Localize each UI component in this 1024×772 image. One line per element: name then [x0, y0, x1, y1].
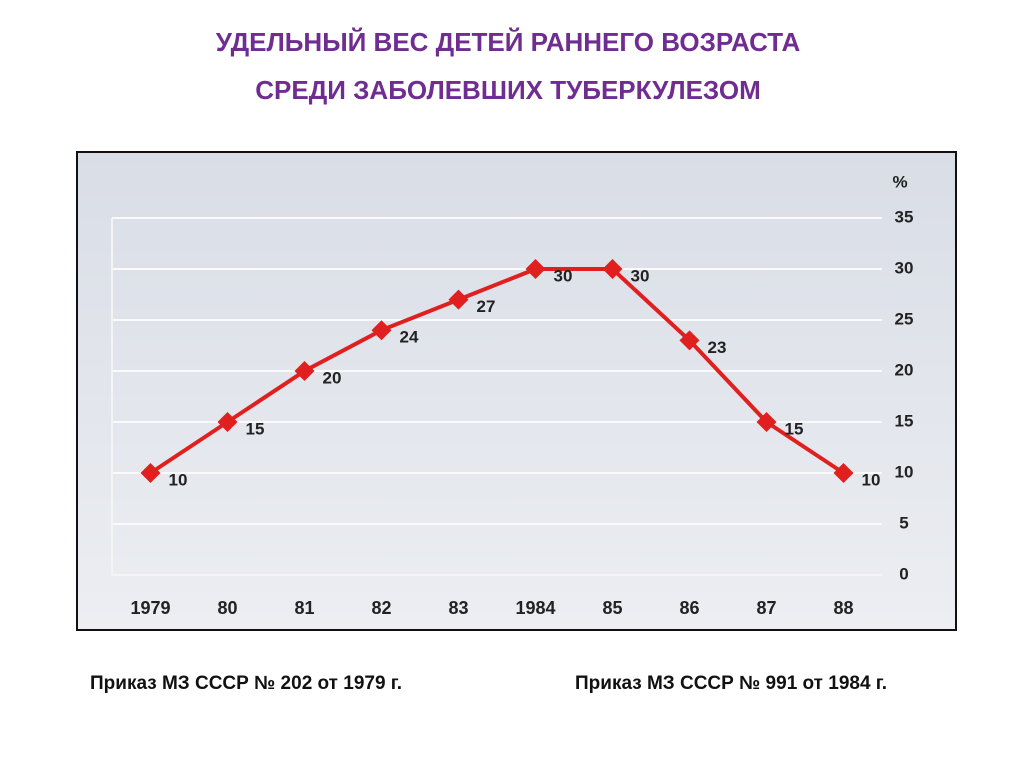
x-tick-label: 87: [756, 598, 776, 618]
data-label: 23: [708, 338, 727, 357]
data-label: 24: [400, 328, 419, 347]
y-tick-label: 0: [899, 564, 908, 583]
x-tick-label: 80: [217, 598, 237, 618]
x-tick-label: 1984: [515, 598, 555, 618]
x-tick-label: 83: [448, 598, 468, 618]
data-marker: [833, 463, 854, 483]
data-marker: [679, 330, 700, 351]
y-axis-label: %: [892, 172, 907, 191]
data-label: 30: [554, 266, 573, 285]
x-tick-label: 86: [679, 598, 699, 618]
title-line: СРЕДИ ЗАБОЛЕВШИХ ТУБЕРКУЛЕЗОМ: [255, 75, 761, 105]
y-tick-label: 20: [895, 360, 914, 379]
y-tick-label: 25: [895, 309, 914, 328]
x-tick-label: 82: [371, 598, 391, 618]
y-tick-label: 30: [895, 258, 914, 277]
chart-frame: [76, 151, 957, 631]
data-marker: [525, 259, 546, 279]
data-label: 10: [862, 470, 881, 489]
note: Приказ МЗ СССР № 202 от 1979 г.: [90, 673, 402, 694]
data-label: 27: [477, 297, 496, 316]
data-label: 20: [323, 368, 342, 387]
data-marker: [602, 259, 623, 279]
data-label: 15: [785, 419, 804, 438]
y-tick-label: 10: [895, 462, 914, 481]
data-label: 10: [169, 470, 188, 489]
title-line: УДЕЛЬНЫЙ ВЕС ДЕТЕЙ РАННЕГО ВОЗРАСТА: [216, 27, 801, 57]
data-marker: [217, 412, 238, 432]
data-label: 15: [246, 419, 265, 438]
data-marker: [294, 361, 315, 381]
x-tick-label: 85: [602, 598, 622, 618]
y-tick-label: 5: [899, 513, 908, 532]
y-tick-label: 35: [895, 207, 914, 226]
x-tick-label: 1979: [130, 598, 170, 618]
data-marker: [756, 412, 777, 432]
chart: % 0 5 10 15 20 25 30 35 1979 80 81 82 83 1984 85 86 87 88 1…: [111, 172, 914, 618]
data-line: [149, 267, 845, 475]
data-label: 30: [631, 266, 650, 285]
note: Приказ МЗ СССР № 991 от 1984 г.: [575, 673, 887, 694]
x-tick-label: 88: [833, 598, 853, 618]
data-marker: [448, 289, 469, 310]
x-tick-label: 81: [294, 598, 314, 618]
data-marker: [371, 320, 392, 341]
data-marker: [140, 463, 161, 483]
y-tick-label: 15: [895, 411, 914, 430]
